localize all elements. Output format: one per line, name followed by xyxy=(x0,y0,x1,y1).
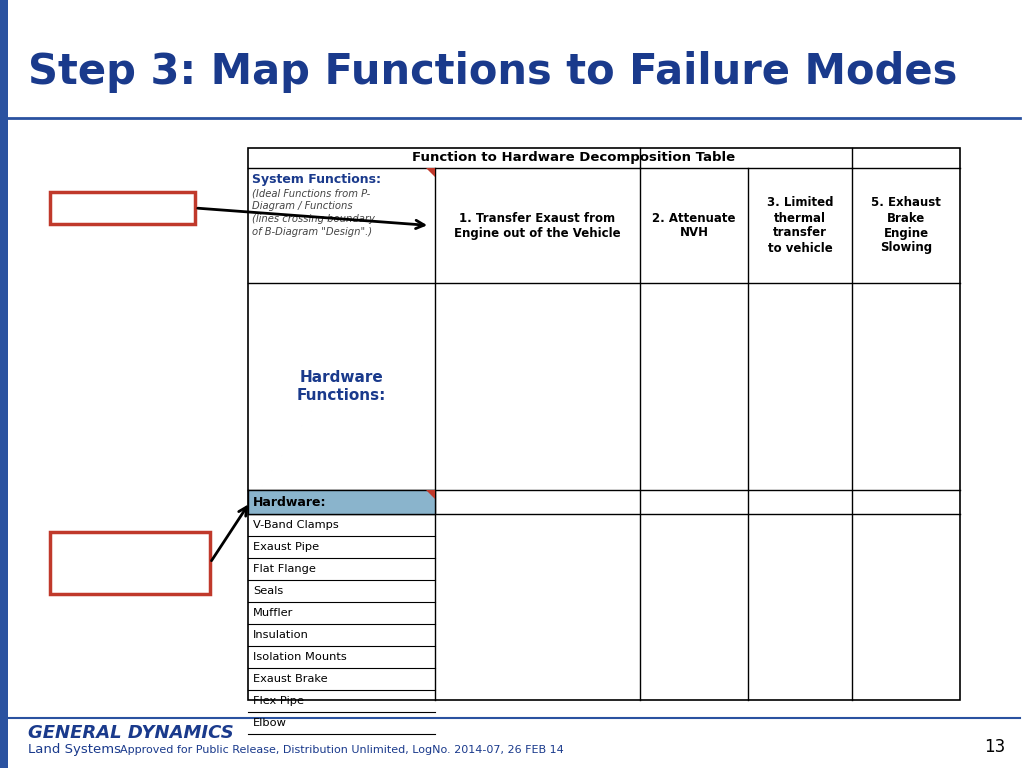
Text: V-Band Clamps: V-Band Clamps xyxy=(253,520,339,530)
Text: Hardware:: Hardware: xyxy=(253,495,327,508)
Text: Flex Pipe: Flex Pipe xyxy=(253,696,304,706)
Bar xyxy=(50,532,210,594)
Text: 5. Exhaust
Brake
Engine
Slowing: 5. Exhaust Brake Engine Slowing xyxy=(871,197,941,254)
Text: Flat Flange: Flat Flange xyxy=(253,564,315,574)
Text: 1. Transfer Exaust from
Engine out of the Vehicle: 1. Transfer Exaust from Engine out of th… xyxy=(455,211,621,240)
Text: Insulation: Insulation xyxy=(253,630,309,640)
Text: of B-Diagram "Design".): of B-Diagram "Design".) xyxy=(252,227,372,237)
Text: Land Systems: Land Systems xyxy=(28,743,121,756)
Text: Exaust Brake: Exaust Brake xyxy=(253,674,328,684)
Text: 13: 13 xyxy=(984,738,1005,756)
Text: Step 3: Map Functions to Failure Modes: Step 3: Map Functions to Failure Modes xyxy=(28,51,957,93)
Text: Hardware
Functions:: Hardware Functions: xyxy=(297,370,386,402)
Text: (Ideal Functions from P-: (Ideal Functions from P- xyxy=(252,188,371,198)
Text: (lines crossing boundary: (lines crossing boundary xyxy=(252,214,375,224)
Bar xyxy=(248,148,961,700)
Text: 2. Attenuate
NVH: 2. Attenuate NVH xyxy=(652,211,736,240)
Polygon shape xyxy=(426,168,435,177)
Bar xyxy=(0,0,8,768)
Text: Muffler: Muffler xyxy=(253,608,293,618)
Text: Seals: Seals xyxy=(253,586,284,596)
Text: Function to Hardware Decomposition Table: Function to Hardware Decomposition Table xyxy=(413,151,735,164)
Text: 3. Limited
thermal
transfer
to vehicle: 3. Limited thermal transfer to vehicle xyxy=(767,197,834,254)
Bar xyxy=(248,490,435,514)
Text: Boundary /
Process
Diagram: Boundary / Process Diagram xyxy=(87,540,173,586)
Text: Approved for Public Release, Distribution Unlimited, LogNo. 2014-07, 26 FEB 14: Approved for Public Release, Distributio… xyxy=(120,745,564,755)
Text: GENERAL DYNAMICS: GENERAL DYNAMICS xyxy=(28,724,233,742)
Text: System Functions:: System Functions: xyxy=(252,173,381,186)
Text: P-Diagram: P-Diagram xyxy=(82,201,164,215)
Polygon shape xyxy=(426,490,435,499)
Text: Exaust Pipe: Exaust Pipe xyxy=(253,542,319,552)
Text: Elbow: Elbow xyxy=(253,718,287,728)
Bar xyxy=(50,192,195,224)
Text: Diagram / Functions: Diagram / Functions xyxy=(252,201,352,211)
Text: Isolation Mounts: Isolation Mounts xyxy=(253,652,347,662)
